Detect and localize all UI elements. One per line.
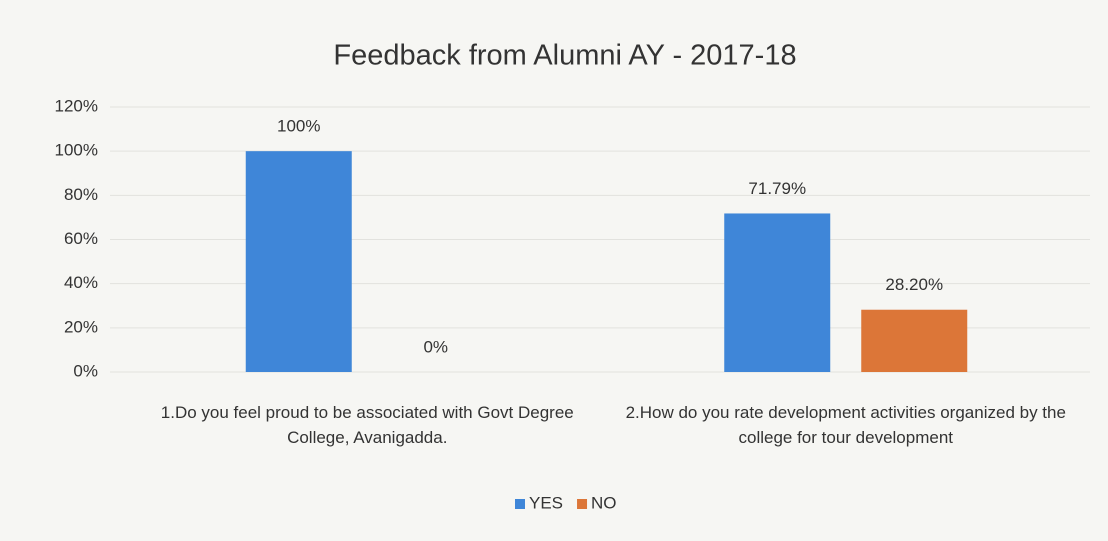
legend-swatch	[577, 499, 588, 509]
y-tick-label: 80%	[64, 185, 98, 204]
bar	[861, 309, 968, 372]
bar	[245, 151, 352, 372]
chart-title: Feedback from Alumni AY - 2017-18	[333, 40, 796, 72]
legend-swatch	[515, 499, 525, 509]
legend-label: NO	[591, 493, 617, 512]
data-label: 71.79%	[748, 179, 806, 198]
y-tick-label: 120%	[55, 96, 98, 115]
x-tick-label: 2.How do you rate development activities…	[625, 403, 1066, 447]
y-tick-label: 20%	[64, 317, 98, 336]
bar	[724, 213, 831, 372]
y-tick-label: 0%	[73, 361, 98, 380]
data-label: 100%	[277, 117, 320, 136]
y-tick-label: 60%	[64, 229, 98, 248]
data-label: 0%	[423, 337, 448, 356]
data-label: 28.20%	[885, 275, 943, 294]
legend-label: YES	[529, 493, 563, 512]
y-tick-label: 40%	[64, 273, 98, 292]
y-tick-label: 100%	[55, 141, 98, 160]
x-tick-label: 1.Do you feel proud to be associated wit…	[160, 403, 574, 447]
